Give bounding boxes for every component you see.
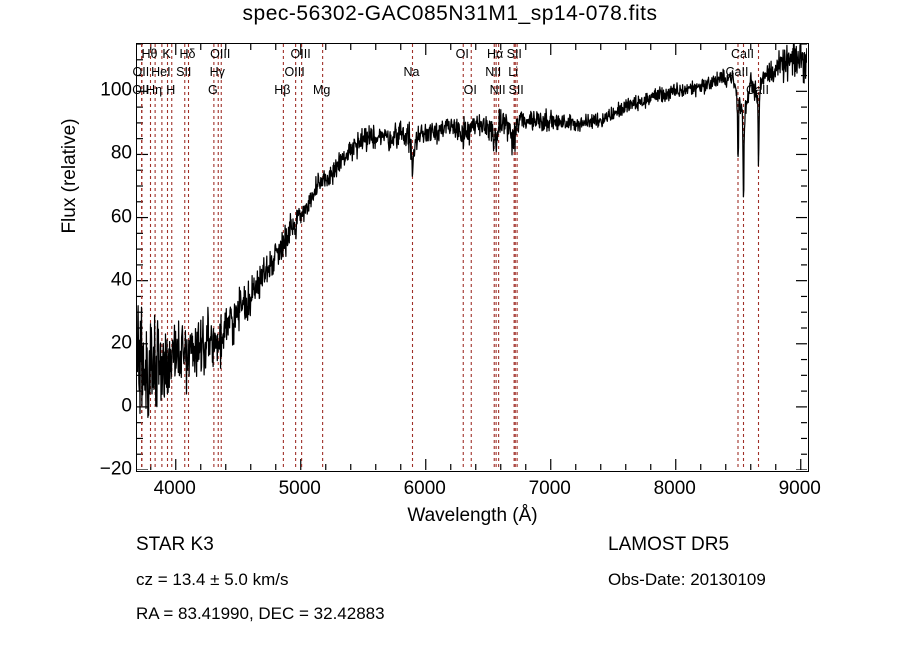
spectral-line-label: Hθ — [141, 47, 158, 61]
y-axis-ticks: −20 0 20 40 60 80 100 — [60, 0, 132, 649]
spectral-line-label: Hδ — [179, 47, 196, 61]
x-tick-label: 7000 — [528, 478, 571, 499]
x-tick-label: 5000 — [278, 478, 321, 499]
x-tick-label: 6000 — [403, 478, 446, 499]
spectral-line-label: SII — [508, 83, 524, 97]
object-type-label: STAR K3 — [136, 534, 214, 555]
spectrum-canvas — [137, 44, 807, 470]
spectrum-trace — [137, 44, 807, 419]
spectral-line-label: SII — [176, 65, 192, 79]
x-tick-label: 8000 — [653, 478, 696, 499]
y-tick-label: −20 — [99, 458, 132, 480]
observation-date-label: Obs-Date: 20130109 — [608, 570, 766, 589]
spectral-line-label: Hγ — [209, 65, 225, 79]
y-tick-label: 80 — [110, 142, 132, 164]
y-tick-label: 0 — [121, 395, 132, 417]
spectral-line-label: OI — [463, 83, 477, 97]
spectral-line-label: OII — [132, 83, 149, 97]
spectral-line-label: Na — [403, 65, 420, 79]
spectral-line-label: CaII — [746, 83, 769, 97]
spectral-line-label: OI — [455, 47, 469, 61]
spectral-line-label: OII — [132, 65, 150, 79]
redshift-velocity-label: cz = 13.4 ± 5.0 km/s — [136, 570, 289, 589]
spectral-line-markers — [141, 44, 760, 470]
x-tick-label: 9000 — [778, 478, 821, 499]
spectral-line-label: CaII — [731, 47, 754, 61]
x-tick-label: 4000 — [153, 478, 196, 499]
spectral-line-label: OIII — [210, 47, 231, 61]
spectral-line-label: Li — [508, 65, 518, 79]
spectral-line-label: Hβ — [274, 83, 291, 97]
spectral-line-label: SII — [506, 47, 522, 61]
survey-label: LAMOST DR5 — [608, 534, 730, 555]
axis-tick-marks — [137, 44, 807, 470]
y-tick-label: 40 — [110, 269, 132, 291]
page-title: spec-56302-GAC085N31M1_sp14-078.fits — [242, 2, 658, 25]
spectral-line-label: K — [162, 47, 171, 61]
spectral-line-label: Hα — [486, 47, 504, 61]
spectral-line-label: G — [208, 83, 218, 97]
spectral-line-label: CaII — [725, 65, 749, 79]
spectral-line-label: OIII — [284, 65, 305, 79]
spectral-line-label: NII — [489, 83, 506, 97]
plot-frame — [136, 43, 809, 472]
spectral-line-label: Hη — [146, 83, 163, 97]
spectral-line-label: OIII — [290, 47, 311, 61]
spectral-line-label: NII — [485, 65, 502, 79]
coordinates-label: RA = 83.41990, DEC = 32.42883 — [136, 604, 385, 623]
y-tick-label: 60 — [110, 206, 132, 228]
x-axis-label: Wavelength (Å) — [407, 505, 538, 526]
spectral-line-label: HeI — [151, 65, 171, 79]
y-tick-label: 20 — [110, 332, 132, 354]
y-tick-label: 100 — [100, 79, 132, 101]
spectral-line-label: H — [166, 83, 176, 97]
spectral-line-label: Mg — [312, 83, 331, 97]
